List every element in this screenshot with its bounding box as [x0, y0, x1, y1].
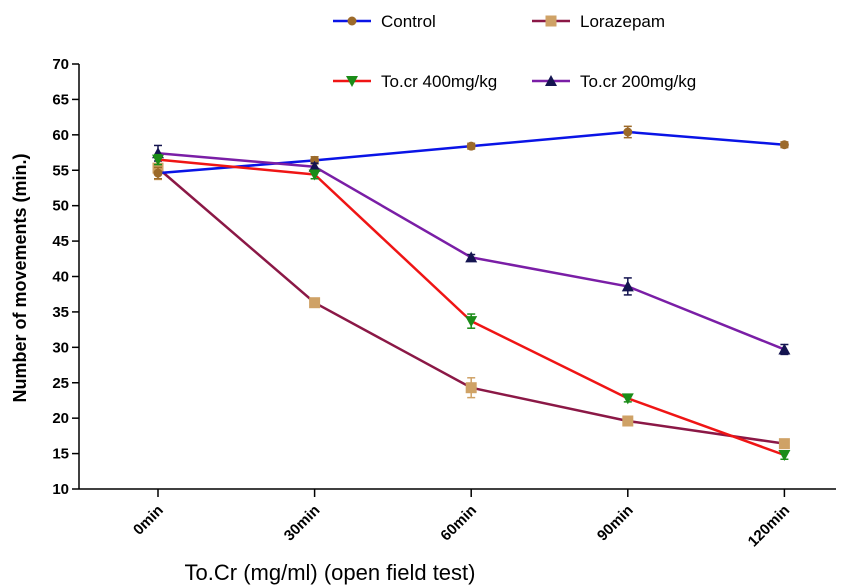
series-control — [153, 125, 789, 180]
y-tick-label: 65 — [52, 91, 69, 108]
data-point — [778, 343, 791, 355]
data-point — [308, 160, 321, 172]
x-tick-label: 90min — [594, 502, 637, 545]
axes — [78, 64, 836, 490]
series-lorazepam — [152, 156, 790, 450]
data-point — [778, 438, 790, 450]
y-tick-label: 25 — [52, 375, 69, 392]
data-point — [622, 415, 634, 427]
legend-marker — [545, 15, 557, 27]
data-point — [778, 450, 791, 461]
y-tick-label: 35 — [52, 304, 69, 321]
x-ticks: 0min 30min 60min 90min 120min — [130, 489, 793, 550]
data-point — [465, 251, 478, 263]
series-line — [157, 158, 785, 457]
legend-marker — [346, 76, 358, 87]
data-point — [153, 168, 163, 178]
data-point — [465, 316, 478, 328]
legend-marker — [347, 16, 357, 26]
y-tick-label: 20 — [52, 410, 69, 427]
y-tick-label: 55 — [52, 162, 69, 179]
data-point — [465, 382, 477, 394]
y-tick-label: 45 — [52, 233, 69, 250]
series-to-cr-400mg-kg — [152, 153, 791, 461]
series-line — [157, 167, 785, 445]
legend: Control Lorazepam To.cr 400mg/kg To.cr 200m… — [333, 12, 696, 91]
data-point — [152, 154, 164, 166]
y-tick-label: 30 — [52, 339, 69, 356]
y-tick-label: 60 — [52, 127, 69, 144]
y-ticks: 10 15 20 25 30 35 40 45 50 55 60 65 70 — [52, 56, 79, 498]
y-axis-title: Number of movements (min.) — [10, 153, 30, 402]
series-layer — [152, 125, 791, 461]
x-tick-label: 60min — [437, 502, 480, 545]
y-tick-label: 40 — [52, 269, 69, 286]
y-tick-label: 50 — [52, 198, 69, 215]
data-point — [309, 297, 321, 309]
series-to-cr-200mg-kg — [152, 144, 791, 356]
legend-label: Control — [381, 12, 436, 31]
data-point — [466, 141, 476, 151]
series-line — [157, 130, 785, 175]
x-tick-label: 120min — [745, 502, 794, 551]
legend-item-to-cr-200mg-kg: To.cr 200mg/kg — [532, 72, 696, 91]
legend-label: To.cr 400mg/kg — [381, 72, 497, 91]
legend-item-lorazepam: Lorazepam — [532, 12, 665, 31]
data-point — [308, 169, 321, 181]
y-tick-label: 10 — [52, 481, 69, 498]
legend-marker — [545, 75, 557, 86]
data-point — [621, 393, 634, 405]
data-point — [621, 280, 634, 292]
x-tick-label: 0min — [130, 502, 167, 539]
x-tick-label: 30min — [281, 502, 324, 545]
data-point — [623, 127, 633, 137]
legend-label: Lorazepam — [580, 12, 665, 31]
y-tick-label: 15 — [52, 446, 69, 463]
x-axis-title: To.Cr (mg/ml) (open field test) — [185, 560, 476, 585]
legend-item-to-cr-400mg-kg: To.cr 400mg/kg — [333, 72, 497, 91]
data-point — [779, 140, 789, 150]
legend-label: To.cr 200mg/kg — [580, 72, 696, 91]
legend-item-control: Control — [333, 12, 436, 31]
y-tick-label: 70 — [52, 56, 69, 73]
